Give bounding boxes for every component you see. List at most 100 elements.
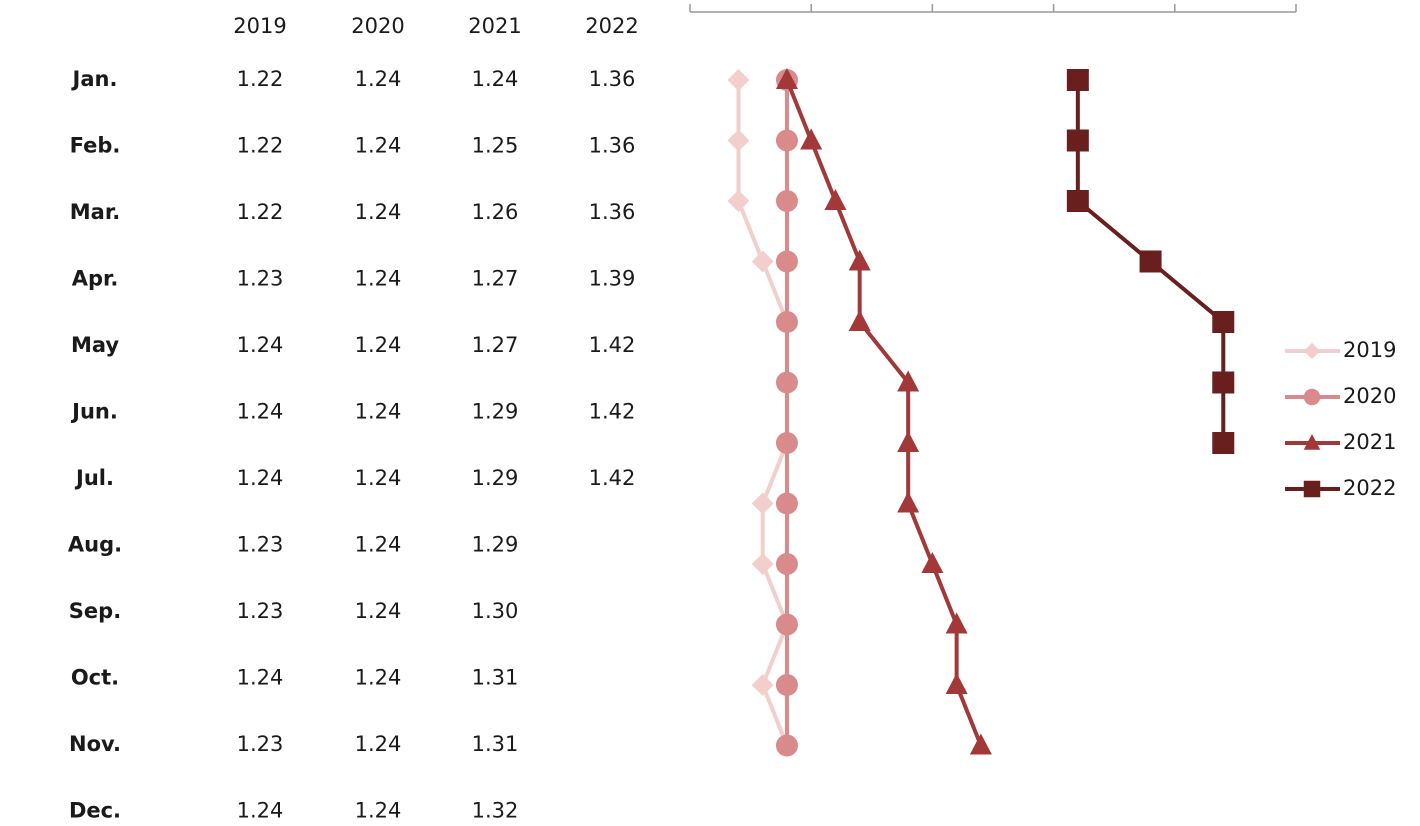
table-cell: 1.31 [472, 732, 519, 756]
marker [1066, 190, 1089, 212]
legend-marker [1303, 434, 1321, 450]
legend-label: 2019 [1343, 338, 1396, 362]
table-cell: 1.24 [355, 267, 402, 291]
table-cell: 1.24 [355, 134, 402, 158]
month-label: Nov. [69, 732, 121, 756]
table-cell: 1.27 [472, 333, 519, 357]
marker [775, 129, 798, 152]
marker [921, 552, 944, 573]
table-cell: 1.31 [472, 666, 519, 690]
legend-marker [1303, 342, 1321, 360]
table-cell: 1.24 [355, 799, 402, 823]
marker [848, 249, 871, 271]
marker [775, 68, 798, 89]
marker [751, 674, 774, 696]
table-cell: 1.36 [589, 134, 636, 158]
marker [1212, 432, 1235, 454]
table-cell: 1.32 [472, 799, 519, 823]
marker [824, 189, 847, 210]
marker [1139, 250, 1162, 273]
table-cell: 1.24 [237, 666, 284, 690]
marker [775, 371, 798, 394]
table-cell: 1.36 [589, 67, 636, 91]
month-label: Jan. [71, 67, 118, 91]
table-cell: 1.42 [589, 466, 636, 490]
marker [775, 553, 798, 575]
table-cell: 1.24 [355, 533, 402, 557]
marker [727, 69, 750, 91]
marker [775, 311, 798, 333]
series-line [736, 80, 790, 747]
column-header: 2021 [468, 14, 521, 38]
month-label: Dec. [69, 799, 121, 823]
marker [848, 310, 871, 331]
marker [775, 190, 798, 212]
column-header: 2019 [233, 14, 286, 38]
table-cell: 1.24 [472, 67, 519, 91]
marker [775, 432, 798, 454]
table-cell: 1.30 [472, 599, 519, 623]
legend-label: 2020 [1343, 384, 1396, 408]
table-cell: 1.24 [355, 599, 402, 623]
month-label: Jun. [70, 400, 118, 424]
table-cell: 1.24 [355, 732, 402, 756]
table-cell: 1.23 [237, 599, 284, 623]
table-cell: 1.23 [237, 533, 284, 557]
table-cell: 1.24 [237, 333, 284, 357]
marker [751, 492, 774, 515]
marker [1066, 129, 1089, 152]
series-line [785, 79, 983, 747]
table-cell: 1.22 [237, 134, 284, 158]
month-label: Aug. [68, 533, 122, 557]
table-cell: 1.24 [237, 400, 284, 424]
table-cell: 1.22 [237, 200, 284, 224]
marker [775, 674, 798, 696]
marker [945, 673, 968, 694]
marker [800, 128, 823, 150]
table-cell: 1.36 [589, 200, 636, 224]
table-cell: 1.24 [355, 333, 402, 357]
marker [751, 553, 774, 575]
table-cell: 1.29 [472, 466, 519, 490]
table-cell: 1.24 [355, 200, 402, 224]
month-label: Sep. [69, 599, 121, 623]
month-label: Oct. [71, 666, 119, 690]
marker [897, 431, 920, 452]
marker [775, 613, 798, 636]
month-label: May [71, 333, 119, 357]
marker [751, 250, 774, 273]
table-cell: 1.29 [472, 400, 519, 424]
month-label: Mar. [70, 200, 120, 224]
marker [897, 491, 920, 513]
table-cell: 1.24 [355, 466, 402, 490]
table-cell: 1.42 [589, 400, 636, 424]
marker [775, 492, 798, 515]
marker [1212, 311, 1235, 333]
column-header: 2022 [585, 14, 638, 38]
marker [1066, 69, 1089, 91]
table-cell: 1.24 [355, 67, 402, 91]
table-cell: 1.27 [472, 267, 519, 291]
column-header: 2020 [351, 14, 404, 38]
table-cell: 1.42 [589, 333, 636, 357]
legend-label: 2022 [1343, 476, 1396, 500]
table-cell: 1.25 [472, 134, 519, 158]
table-cell: 1.29 [472, 533, 519, 557]
table-cell: 1.22 [237, 67, 284, 91]
marker [727, 190, 750, 212]
marker [969, 733, 992, 755]
table-cell: 1.39 [589, 267, 636, 291]
month-label: Apr. [72, 267, 119, 291]
marker [1212, 371, 1235, 394]
marker [897, 370, 920, 392]
legend-label: 2021 [1343, 430, 1396, 454]
table-cell: 1.24 [355, 666, 402, 690]
marker [727, 129, 750, 152]
month-label: Feb. [70, 134, 121, 158]
table-cell: 1.24 [237, 799, 284, 823]
marker [775, 250, 798, 273]
table-cell: 1.24 [355, 400, 402, 424]
month-label: Jul. [74, 466, 114, 490]
table-cell: 1.23 [237, 732, 284, 756]
